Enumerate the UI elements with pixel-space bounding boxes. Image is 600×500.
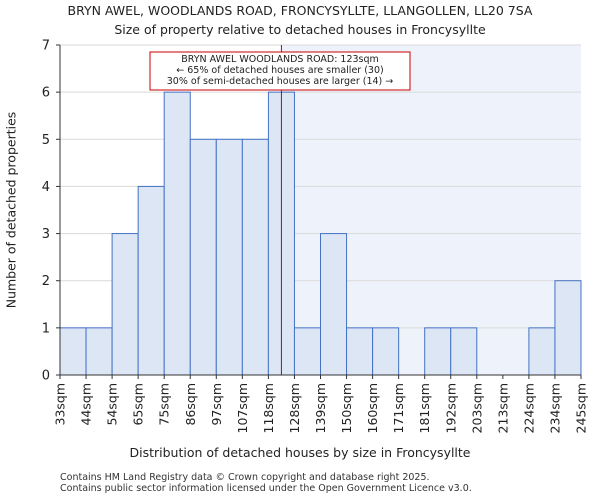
- x-axis-label: Distribution of detached houses by size …: [130, 445, 471, 460]
- bar-160sqm: [372, 327, 400, 376]
- x-tick-label: 65sqm: [131, 383, 146, 426]
- x-tick-label: 86sqm: [183, 383, 198, 426]
- y-tick-label: 1: [42, 321, 50, 336]
- x-tick-label: 75sqm: [157, 383, 172, 426]
- bar-44sqm: [85, 327, 113, 376]
- x-tick-label: 139sqm: [313, 383, 328, 433]
- y-tick-label: 7: [42, 39, 50, 54]
- bar-33sqm: [59, 327, 87, 376]
- x-tick-label: 118sqm: [261, 383, 276, 433]
- x-tick-label: 192sqm: [443, 383, 458, 433]
- x-tick-label: 224sqm: [521, 383, 536, 433]
- bar-107sqm: [241, 138, 269, 376]
- x-tick-label: 213sqm: [495, 383, 510, 433]
- x-tick-label: 128sqm: [287, 383, 302, 433]
- bar-86sqm: [189, 138, 217, 376]
- y-axis-label: Number of detached properties: [4, 112, 19, 309]
- bar-65sqm: [137, 185, 165, 376]
- x-tick-label: 171sqm: [391, 383, 406, 433]
- bar-128sqm: [293, 327, 322, 376]
- x-tick-label: 203sqm: [469, 383, 484, 433]
- x-tick-label: 44sqm: [79, 383, 94, 426]
- plot-area: 0 1 2 3 4 5 6 7 33sqm 44sqm 54sqm 65sqm 75sqm 86sqm 9…: [4, 39, 589, 461]
- x-tick-label: 97sqm: [209, 383, 224, 426]
- bar-181sqm: [424, 327, 452, 376]
- x-tick-label: 107sqm: [235, 383, 250, 433]
- x-tick-label: 245sqm: [574, 383, 589, 433]
- x-tick-label: 181sqm: [417, 383, 432, 433]
- footer-line-2: Contains public sector information licen…: [60, 483, 472, 494]
- x-tick-label: 33sqm: [53, 383, 68, 426]
- bar-139sqm: [320, 233, 348, 376]
- bar-150sqm: [346, 327, 374, 376]
- y-tick-label: 3: [42, 227, 50, 242]
- y-tick-label: 4: [42, 180, 50, 195]
- y-tick-labels: 0 1 2 3 4 5 6 7: [42, 39, 50, 384]
- x-tick-labels: 33sqm 44sqm 54sqm 65sqm 75sqm 86sqm 97sqm 107sq…: [53, 383, 589, 433]
- y-tick-label: 2: [42, 274, 50, 289]
- y-tick-label: 5: [42, 133, 50, 148]
- x-tick-label: 150sqm: [339, 383, 354, 433]
- annotation-rect: [149, 51, 411, 91]
- bar-54sqm: [111, 233, 139, 376]
- bar-192sqm: [450, 327, 478, 376]
- x-tick-label: 54sqm: [105, 383, 120, 426]
- annotation-line-3: 30% of semi-detached houses are larger (…: [167, 76, 394, 87]
- bar-234sqm: [554, 280, 582, 376]
- bar-75sqm: [163, 91, 191, 376]
- chart-title: BRYN AWEL, WOODLANDS ROAD, FRONCYSYLLTE,…: [67, 3, 533, 18]
- chart-subtitle: Size of property relative to detached ho…: [114, 22, 486, 37]
- bar-97sqm: [215, 138, 243, 376]
- axes: [56, 44, 582, 379]
- bar-224sqm: [528, 327, 556, 376]
- annotation-box: BRYN AWEL WOODLANDS ROAD: 123sqm ← 65% o…: [149, 51, 411, 91]
- y-tick-label: 0: [42, 369, 50, 384]
- x-tick-label: 160sqm: [365, 383, 380, 433]
- annotation-line-1: BRYN AWEL WOODLANDS ROAD: 123sqm: [181, 54, 379, 65]
- y-tick-label: 6: [42, 86, 50, 101]
- footer-line-1: Contains HM Land Registry data © Crown c…: [60, 472, 430, 483]
- x-tick-label: 234sqm: [547, 383, 562, 433]
- footer: Contains HM Land Registry data © Crown c…: [60, 472, 472, 494]
- annotation-line-2: ← 65% of detached houses are smaller (30…: [176, 65, 383, 76]
